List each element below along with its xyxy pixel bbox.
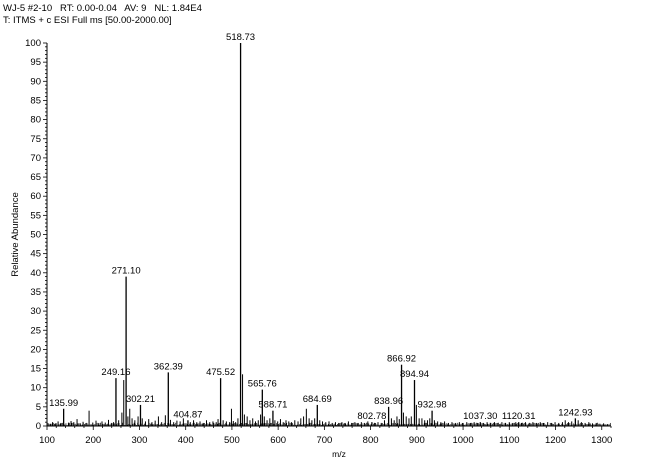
peak-label: 1037.30 [463, 411, 497, 422]
x-axis-label: m/z [332, 449, 346, 459]
y-tick-label: 50 [30, 230, 41, 241]
y-tick-label: 95 [30, 57, 41, 68]
x-tick-label: 400 [178, 435, 194, 446]
y-tick-label: 40 [30, 268, 41, 279]
x-tick-label: 300 [132, 435, 148, 446]
y-axis-label: Relative Abundance [10, 192, 21, 277]
y-tick-label: 55 [30, 210, 41, 221]
peak-label: 404.87 [173, 409, 202, 420]
y-tick-label: 85 [30, 95, 41, 106]
y-tick-label: 20 [30, 344, 41, 355]
y-axis-ticks: 0 5 10 15 20 25 30 35 40 45 50 55 60 65 70 75 80 85 90 95 10… [25, 38, 47, 432]
y-tick-label: 75 [30, 134, 41, 145]
y-tick-label: 30 [30, 306, 41, 317]
peak-label: 838.96 [374, 396, 403, 407]
peak-label: 249.16 [101, 367, 130, 378]
y-tick-label: 70 [30, 153, 41, 164]
x-tick-label: 700 [316, 435, 332, 446]
peak-label: 932.98 [418, 400, 447, 411]
y-tick-label: 100 [25, 38, 41, 49]
spectrum-peaks [62, 43, 577, 426]
peak-label: 684.69 [303, 394, 332, 405]
y-tick-label: 0 [36, 421, 41, 432]
scan-header-line-1: WJ-5 #2-10 RT: 0.00-0.04 AV: 9 NL: 1.84E… [3, 3, 202, 14]
peak-label: 894.94 [400, 369, 429, 380]
y-tick-label: 5 [36, 402, 41, 413]
y-tick-label: 80 [30, 115, 41, 126]
x-tick-label: 200 [85, 435, 101, 446]
peak-label: 1120.31 [502, 411, 536, 422]
x-tick-label: 1200 [545, 435, 566, 446]
y-tick-label: 25 [30, 325, 41, 336]
x-tick-label: 1300 [591, 435, 612, 446]
peak-label: 302.21 [126, 394, 155, 405]
x-tick-label: 800 [363, 435, 379, 446]
y-tick-label: 15 [30, 364, 41, 375]
peak-label: 135.99 [49, 398, 78, 409]
x-axis-ticks: 100 200 300 400 500 600 700 800 900 1000 1100 1200 1… [39, 426, 612, 446]
peak-label: 1242.93 [558, 407, 592, 418]
chart-axes [46, 43, 611, 427]
y-tick-label: 60 [30, 191, 41, 202]
peak-label: 866.92 [387, 354, 416, 365]
x-tick-label: 500 [224, 435, 240, 446]
y-tick-label: 45 [30, 249, 41, 260]
peak-label: 475.52 [206, 367, 235, 378]
peak-label: 518.73 [226, 32, 255, 43]
y-tick-label: 10 [30, 383, 41, 394]
peak-label: 362.39 [154, 361, 183, 372]
peak-labels: 135.99 249.16 271.10 302.21 362.39 404.87 475.… [49, 32, 592, 422]
x-tick-label: 900 [409, 435, 425, 446]
y-tick-label: 90 [30, 76, 41, 87]
x-tick-label: 600 [270, 435, 286, 446]
x-tick-label: 1100 [499, 435, 519, 446]
x-tick-label: 1000 [452, 435, 473, 446]
scan-header-line-2: T: ITMS + c ESI Full ms [50.00-2000.00] [3, 15, 172, 26]
peak-label: 271.10 [112, 266, 141, 277]
peak-label: 588.71 [258, 400, 287, 411]
y-tick-label: 35 [30, 287, 41, 298]
peak-label: 802.78 [357, 411, 386, 422]
x-tick-label: 100 [39, 435, 55, 446]
peak-label: 565.76 [248, 379, 277, 390]
y-tick-label: 65 [30, 172, 41, 183]
